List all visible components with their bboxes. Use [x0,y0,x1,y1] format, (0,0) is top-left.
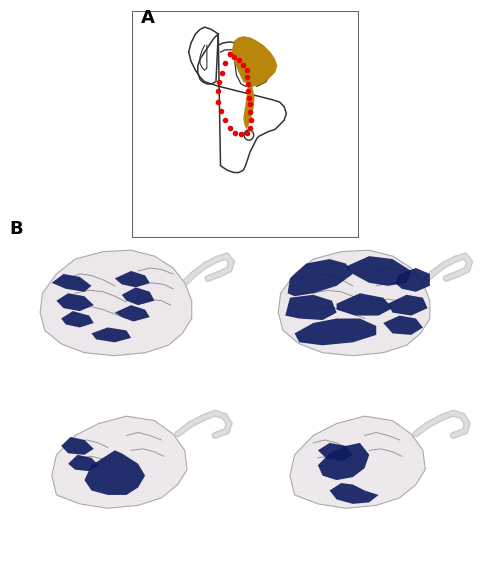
Polygon shape [52,416,187,508]
Polygon shape [278,250,430,356]
Polygon shape [395,268,430,292]
Polygon shape [285,295,337,320]
Polygon shape [61,437,94,455]
Polygon shape [232,36,277,86]
Polygon shape [115,305,150,321]
Polygon shape [52,274,91,292]
Polygon shape [40,250,191,356]
Polygon shape [288,259,353,296]
Polygon shape [68,455,98,471]
Polygon shape [295,319,376,346]
Polygon shape [383,315,423,335]
Polygon shape [56,293,94,311]
Polygon shape [243,86,255,130]
Polygon shape [84,450,145,495]
Polygon shape [122,287,154,305]
Text: B: B [10,220,24,238]
Polygon shape [329,483,379,504]
Text: A: A [141,8,155,26]
Polygon shape [61,311,94,328]
Polygon shape [115,271,150,287]
Ellipse shape [244,130,254,140]
Polygon shape [290,416,425,508]
Polygon shape [337,293,393,315]
Polygon shape [318,443,369,480]
Polygon shape [318,443,353,461]
Polygon shape [91,328,131,342]
Polygon shape [346,256,411,286]
Polygon shape [388,295,428,315]
